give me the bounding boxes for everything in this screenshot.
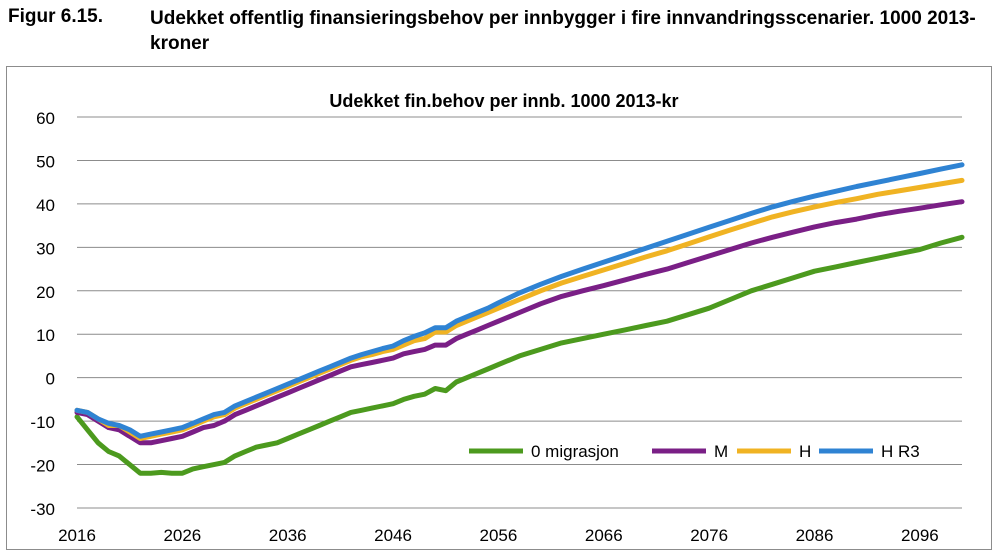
y-tick-label: 20 (36, 283, 55, 302)
line-chart: Udekket fin.behov per innb. 1000 2013-kr… (30, 91, 965, 545)
y-tick-label: -30 (30, 500, 55, 519)
y-tick-label: 40 (36, 196, 55, 215)
series-line-0 (74, 234, 965, 476)
chart-title: Udekket fin.behov per innb. 1000 2013-kr (329, 91, 678, 111)
x-tick-label: 2086 (796, 526, 834, 545)
series-line-1 (74, 199, 965, 446)
y-tick-label: 0 (46, 370, 55, 389)
series-line-3 (74, 162, 965, 439)
legend-label: H R3 (881, 442, 920, 461)
y-tick-label: 30 (36, 239, 55, 258)
legend-label: 0 migrasjon (531, 442, 619, 461)
y-tick-label: -10 (30, 413, 55, 432)
chart-frame: Udekket fin.behov per innb. 1000 2013-kr… (6, 66, 992, 550)
figure-header: Figur 6.15. Udekket offentlig finansieri… (8, 6, 993, 64)
x-tick-label: 2066 (585, 526, 623, 545)
figure-number: Figur 6.15. (8, 6, 104, 27)
x-tick-label: 2016 (58, 526, 96, 545)
y-tick-label: 60 (36, 109, 55, 128)
x-tick-label: 2026 (163, 526, 201, 545)
y-tick-label: -20 (30, 457, 55, 476)
y-tick-label: 10 (36, 326, 55, 345)
series-line-2 (74, 177, 965, 441)
figure-title: Udekket offentlig finansieringsbehov per… (150, 8, 976, 54)
x-tick-label: 2096 (901, 526, 939, 545)
legend-label: H (799, 442, 811, 461)
x-tick-label: 2056 (480, 526, 518, 545)
x-tick-label: 2076 (690, 526, 728, 545)
legend-label: M (714, 442, 728, 461)
x-tick-label: 2046 (374, 526, 412, 545)
y-tick-label: 50 (36, 152, 55, 171)
x-tick-label: 2036 (269, 526, 307, 545)
